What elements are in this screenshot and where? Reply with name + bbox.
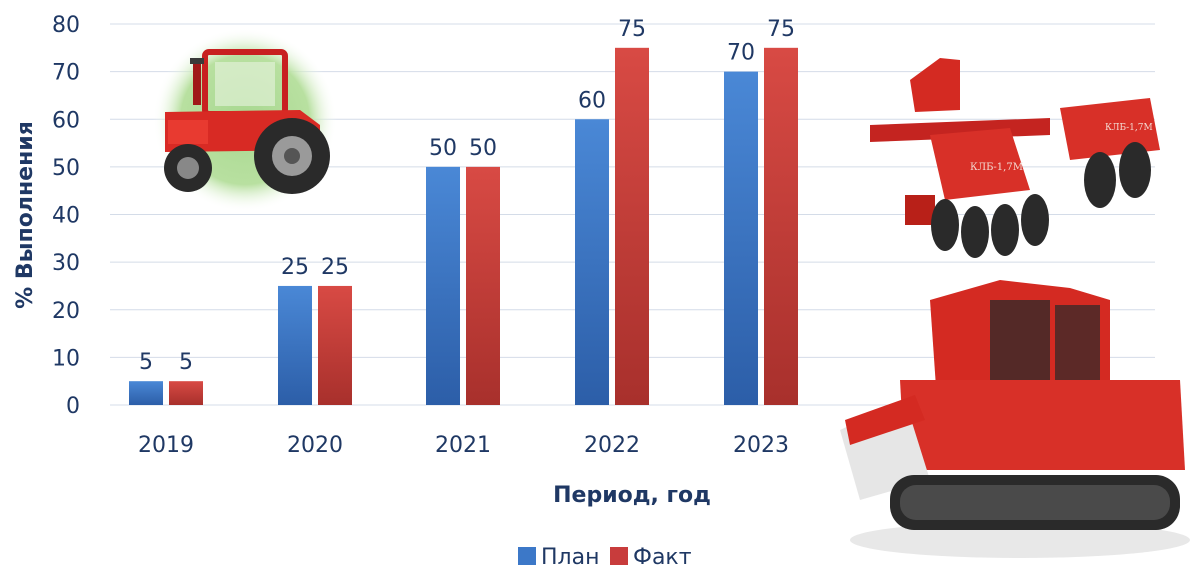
data-label-fakt-2022: 75 <box>618 17 646 42</box>
y-axis-title: % Выполнения <box>13 121 38 309</box>
bar-fakt-2022 <box>615 47 649 405</box>
legend-label-plan: План <box>541 545 599 570</box>
data-label-plan-2019: 5 <box>139 350 153 375</box>
bar-plan-2023 <box>724 71 758 405</box>
bar-fakt-2023 <box>764 47 798 405</box>
bar-fakt-2020 <box>318 285 352 405</box>
bar-plan-2022 <box>575 119 609 405</box>
y-tick-label: 60 <box>52 108 80 133</box>
legend: План Факт <box>518 545 692 570</box>
data-label-fakt-2019: 5 <box>179 350 193 375</box>
legend-swatch-fakt <box>610 547 628 565</box>
x-tick-label-2020: 2020 <box>287 433 343 458</box>
data-labels: 5 5 25 25 50 50 60 75 70 75 <box>139 17 795 375</box>
x-tick-label-2021: 2021 <box>435 433 491 458</box>
data-label-plan-2020: 25 <box>281 255 309 280</box>
y-tick-label: 10 <box>52 346 80 371</box>
x-axis-ticks: 2019 2020 2021 2022 2023 <box>138 433 789 458</box>
data-label-plan-2021: 50 <box>429 136 457 161</box>
y-tick-label: 50 <box>52 156 80 181</box>
data-label-plan-2022: 60 <box>578 88 606 113</box>
bar-plan-2019 <box>129 381 163 405</box>
bar-fakt-2021 <box>466 166 500 405</box>
data-label-fakt-2020: 25 <box>321 255 349 280</box>
y-tick-label: 80 <box>52 13 80 38</box>
red-wheeled-tractor-icon <box>153 28 337 212</box>
svg-text:КЛБ-1,7М: КЛБ-1,7М <box>1105 123 1153 133</box>
y-axis-ticks: 0 10 20 30 40 50 60 70 80 <box>52 13 80 419</box>
red-disc-harrow-implement: КЛБ-1,7М КЛБ-1,7М <box>870 58 1160 258</box>
bar-plan-2020 <box>278 285 312 405</box>
data-label-fakt-2023: 75 <box>767 17 795 42</box>
y-tick-label: 20 <box>52 299 80 324</box>
legend-swatch-plan <box>518 547 536 565</box>
y-tick-label: 40 <box>52 204 80 229</box>
bar-plan-2021 <box>426 166 460 405</box>
bars <box>129 47 798 405</box>
red-crawler-tractor-with-blade <box>840 280 1190 558</box>
x-axis-title: Период, год <box>553 483 711 508</box>
data-label-plan-2023: 70 <box>727 41 755 66</box>
y-tick-label: 70 <box>52 61 80 86</box>
svg-text:КЛБ-1,7М: КЛБ-1,7М <box>970 162 1023 173</box>
y-tick-label: 30 <box>52 251 80 276</box>
y-tick-label: 0 <box>66 394 80 419</box>
x-tick-label-2019: 2019 <box>138 433 194 458</box>
x-tick-label-2022: 2022 <box>584 433 640 458</box>
data-label-fakt-2021: 50 <box>469 136 497 161</box>
legend-label-fakt: Факт <box>633 545 692 570</box>
x-tick-label-2023: 2023 <box>733 433 789 458</box>
bar-fakt-2019 <box>169 381 203 405</box>
